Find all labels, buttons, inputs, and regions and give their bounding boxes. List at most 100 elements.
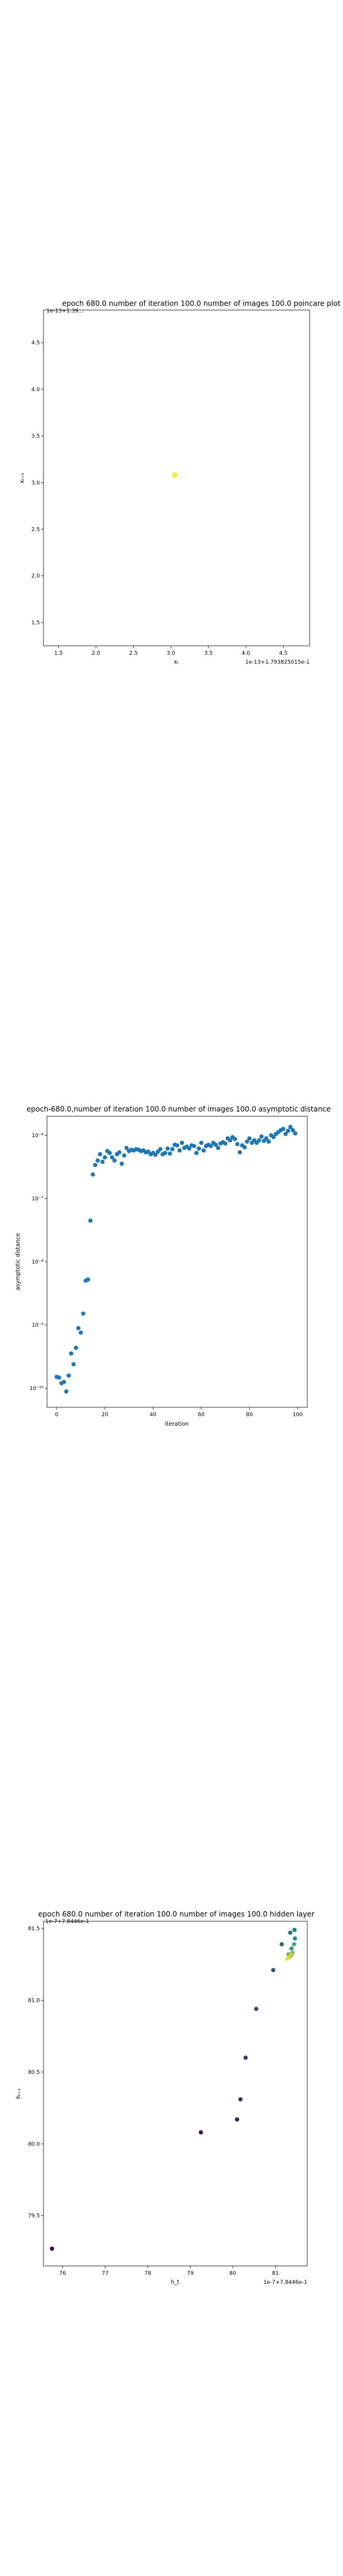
hidden-layer-point	[292, 1942, 297, 1947]
asymptotic-point	[153, 1153, 158, 1157]
hidden-layer-y-ticks: 79.5 80.0 80.5 81.0 81.5	[28, 1926, 43, 2219]
asymptotic-point	[81, 1311, 86, 1316]
poincare-y-ticks: 1.5 2.0 2.5 3.0 3.5 4.0 4.5	[32, 340, 43, 626]
hidden-layer-title: epoch 680.0 number of iteration 100.0 nu…	[38, 1910, 314, 1918]
asymptotic-y-ticks: 10⁻¹⁰ 10⁻⁹ 10⁻⁸ 10⁻⁷ 10⁻⁶	[30, 1133, 47, 1392]
hidden-layer-y-tick-label: 81.0	[28, 1998, 40, 2004]
hidden-layer-x-tick-label: 79	[187, 2271, 194, 2277]
asymptotic-y-tick-label: 10⁻⁶	[32, 1133, 43, 1139]
asymptotic-y-label: asymptotic distance	[15, 1233, 21, 1290]
poincare-x-tick-label: 1.5	[54, 651, 63, 657]
asymptotic-x-tick-label: 100	[292, 1412, 303, 1418]
asymptotic-point	[163, 1150, 167, 1156]
asymptotic-point	[235, 1142, 240, 1147]
asymptotic-point	[227, 1138, 233, 1143]
poincare-y-tick-label: 4.5	[32, 340, 40, 346]
poincare-x-tick-label: 4.0	[242, 651, 251, 657]
hidden-layer-point	[235, 2117, 239, 2122]
asymptotic-point	[233, 1137, 238, 1141]
asymptotic-point	[107, 1150, 112, 1156]
hidden-layer-y-tick-label: 80.0	[28, 2141, 40, 2147]
hidden-layer-plot: epoch 680.0 number of iteration 100.0 nu…	[15, 1910, 314, 2286]
asymptotic-plot-frame	[46, 1116, 308, 1408]
asymptotic-point	[112, 1158, 117, 1163]
asymptotic-point	[165, 1146, 170, 1151]
asymptotic-point	[213, 1143, 218, 1147]
poincare-plot-frame	[43, 309, 310, 646]
asymptotic-title: epoch-680.0,number of iteration 100.0 nu…	[27, 1105, 331, 1113]
hidden-layer-overlay-text: 1e-7+7.8446e-1	[45, 1919, 89, 1925]
hidden-layer-point	[198, 2130, 203, 2135]
asymptotic-point	[271, 1135, 276, 1140]
asymptotic-y-tick-label: 10⁻⁹	[32, 1323, 43, 1329]
hidden-layer-y-tick-label: 79.5	[28, 2213, 40, 2219]
asymptotic-point	[238, 1150, 242, 1155]
poincare-y-tick-label: 3.5	[32, 434, 40, 439]
hidden-layer-y-tick-label: 81.5	[28, 1926, 40, 1932]
poincare-point	[172, 472, 177, 478]
poincare-x-tick-label: 3.0	[167, 651, 176, 657]
poincare-x-tick-label: 2.0	[92, 651, 101, 657]
asymptotic-point	[208, 1144, 213, 1148]
poincare-x-label: xₜ	[174, 659, 179, 665]
asymptotic-point	[223, 1141, 228, 1146]
poincare-y-tick-label: 2.5	[32, 527, 40, 533]
asymptotic-point	[73, 1345, 79, 1350]
asymptotic-point	[201, 1148, 206, 1153]
asymptotic-point	[91, 1172, 95, 1177]
asymptotic-point	[79, 1330, 83, 1335]
asymptotic-point	[66, 1373, 71, 1378]
asymptotic-point	[257, 1138, 261, 1143]
poincare-plot: epoch 680.0 number of iteration 100.0 nu…	[19, 299, 341, 665]
hidden-layer-point	[285, 1956, 290, 1961]
hidden-layer-point	[238, 2097, 243, 2102]
asymptotic-point	[194, 1150, 199, 1156]
asymptotic-distance-plot: epoch-680.0,number of iteration 100.0 nu…	[15, 1105, 331, 1428]
asymptotic-point	[286, 1128, 291, 1133]
poincare-title: epoch 680.0 number of iteration 100.0 nu…	[62, 299, 341, 308]
asymptotic-point	[61, 1379, 66, 1385]
asymptotic-point	[86, 1277, 91, 1282]
hidden-layer-point	[292, 1927, 297, 1933]
asymptotic-point	[264, 1136, 269, 1141]
asymptotic-y-tick-label: 10⁻¹⁰	[30, 1386, 44, 1392]
asymptotic-point	[177, 1148, 182, 1153]
hidden-layer-y-tick-label: 80.5	[28, 2070, 40, 2076]
asymptotic-x-label: iteration	[165, 1421, 189, 1428]
hidden-layer-point	[288, 1930, 293, 1935]
asymptotic-point	[158, 1147, 163, 1151]
hidden-layer-offset-label: 1e-7+7.8446e-1	[263, 2280, 307, 2286]
poincare-x-tick-label: 3.5	[204, 651, 213, 657]
asymptotic-point	[167, 1151, 172, 1156]
poincare-y-tick-label: 3.0	[32, 480, 40, 486]
hidden-layer-plot-frame	[43, 1921, 308, 2267]
asymptotic-point	[117, 1150, 121, 1155]
poincare-y-tick-label: 2.0	[32, 574, 40, 580]
asymptotic-point	[95, 1158, 100, 1163]
asymptotic-point	[170, 1147, 175, 1151]
asymptotic-point	[245, 1139, 250, 1144]
asymptotic-point	[293, 1131, 298, 1136]
asymptotic-point	[199, 1140, 204, 1145]
asymptotic-point	[291, 1128, 295, 1132]
asymptotic-point	[283, 1132, 288, 1137]
asymptotic-point	[197, 1146, 201, 1151]
asymptotic-point	[98, 1152, 102, 1157]
hidden-layer-x-label: h_t	[171, 2279, 180, 2286]
asymptotic-point	[68, 1351, 74, 1356]
asymptotic-point	[192, 1144, 197, 1148]
hidden-layer-point	[292, 1936, 297, 1941]
asymptotic-point	[259, 1134, 264, 1139]
hidden-layer-point	[49, 2246, 54, 2251]
asymptotic-x-tick-label: 40	[149, 1412, 157, 1418]
poincare-y-tick-label: 1.5	[32, 620, 40, 626]
asymptotic-y-tick-label: 10⁻⁷	[32, 1196, 43, 1202]
hidden-layer-point	[254, 2007, 258, 2011]
asymptotic-point	[110, 1155, 114, 1160]
asymptotic-point	[93, 1163, 98, 1168]
asymptotic-point	[119, 1161, 124, 1166]
asymptotic-point	[187, 1146, 192, 1151]
asymptotic-point	[247, 1136, 252, 1141]
asymptotic-point	[288, 1125, 293, 1129]
poincare-y-tick-label: 4.0	[32, 387, 40, 393]
